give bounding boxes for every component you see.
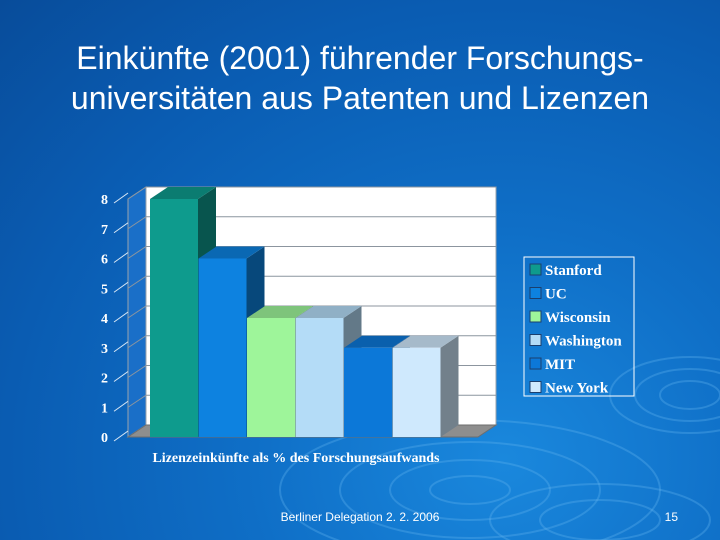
y-tick-label: 0 (101, 431, 108, 446)
bar-side (440, 335, 459, 437)
bar-top (392, 335, 459, 348)
bar-stanford (150, 199, 198, 437)
y-tick-mark (113, 341, 129, 353)
footer-text: Berliner Delegation 2. 2. 2006 (280, 510, 440, 524)
bar-top (247, 306, 313, 318)
gridline (127, 216, 496, 230)
y-tick-mark (113, 371, 129, 382)
bar-top (295, 306, 362, 318)
y-tick-label: 2 (101, 372, 108, 387)
bar-new-york (392, 347, 441, 437)
slide-title: Einkünfte (2001) führender Forschungs- u… (0, 38, 720, 118)
y-tick-label: 7 (101, 223, 108, 238)
slide-title-line-1: Einkünfte (2001) führender Forschungs- (76, 40, 644, 76)
legend-swatch (529, 334, 542, 346)
legend-swatch (529, 287, 542, 299)
legend-swatch (529, 310, 542, 323)
y-tick-label: 8 (101, 193, 108, 208)
x-axis-label: Lizenzeinkünfte als % des Forschungsaufw… (152, 451, 440, 466)
bar-mit (344, 347, 392, 437)
gridline (127, 186, 496, 200)
legend-label: MIT (545, 357, 575, 373)
gridline (127, 246, 496, 259)
gridline (127, 275, 496, 289)
legend-label: Wisconsin (545, 310, 611, 326)
y-tick-mark (113, 281, 129, 293)
bar-washington (295, 318, 344, 437)
legend-label: Washington (545, 334, 622, 350)
y-tick-mark (113, 430, 129, 442)
slide-title-line-2: universitäten aus Patenten und Lizenzen (70, 80, 650, 116)
y-tick-label: 4 (101, 312, 108, 327)
legend-swatch (529, 381, 542, 393)
y-tick-mark (113, 400, 129, 412)
y-tick-label: 6 (101, 253, 108, 268)
legend-box (523, 256, 635, 397)
legend-label: UC (545, 287, 567, 303)
legend-label: Stanford (545, 263, 602, 279)
y-tick-mark (113, 252, 129, 263)
y-tick-label: 1 (101, 401, 108, 416)
y-tick-mark (113, 311, 129, 323)
gridline (127, 305, 496, 319)
y-tick-mark (113, 192, 129, 204)
bar-uc (198, 258, 247, 437)
legend-label: New York (545, 381, 609, 397)
y-tick-mark (113, 222, 129, 234)
legend-swatch (529, 263, 542, 276)
y-tick-label: 3 (101, 342, 108, 357)
y-tick-label: 5 (101, 282, 108, 297)
legend-swatch (529, 357, 542, 370)
bar-top (198, 246, 265, 259)
page-number: 15 (664, 510, 678, 524)
bar-top (150, 187, 216, 199)
bar-top (344, 335, 410, 348)
bar-wisconsin (247, 318, 295, 437)
